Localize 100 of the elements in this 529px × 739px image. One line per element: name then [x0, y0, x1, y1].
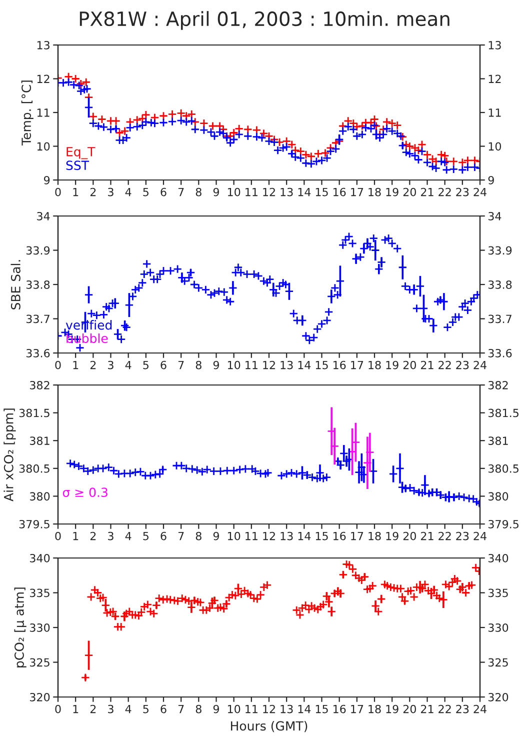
x-tick-label: 9 — [213, 532, 220, 540]
x-tick-label: 21 — [420, 704, 434, 714]
y-tick-label: 320 — [30, 692, 50, 702]
x-tick-label: 22 — [438, 532, 451, 540]
x-tick-label: 13 — [280, 532, 293, 540]
y2-tick-label: 381.5 — [488, 408, 518, 418]
series-label: Eq_T — [66, 147, 96, 160]
y-tick-label: 10 — [37, 142, 50, 151]
x-tick-label: 8 — [196, 188, 202, 196]
y2-tick-label: 33.9 — [488, 246, 512, 255]
x-tick-label: 9 — [213, 704, 220, 714]
x-tick-label: 2 — [90, 188, 96, 196]
x-tick-label: 11 — [246, 532, 258, 540]
x-tick-label: 22 — [438, 188, 451, 196]
x-tick-label: 4 — [125, 532, 132, 540]
y-tick-label: 33.9 — [26, 246, 50, 255]
x-tick-label: 21 — [420, 360, 434, 370]
x-tick-label: 1 — [73, 532, 78, 540]
y-tick-label: 381.5 — [19, 408, 50, 418]
x-tick-label: 2 — [90, 704, 96, 714]
x-tick-label: 24 — [474, 360, 486, 370]
x-tick-label: 6 — [160, 360, 166, 370]
x-tick-label: 22 — [438, 360, 451, 370]
x-tick-label: 18 — [368, 704, 381, 714]
x-tick-label: 3 — [108, 188, 114, 196]
x-tick-label: 20 — [403, 188, 416, 196]
x-tick-label: 10 — [228, 532, 240, 540]
x-tick-label: 18 — [368, 360, 381, 370]
y-axis-title: SBE Sal. — [10, 260, 20, 310]
y2-tick-label: 320 — [488, 692, 508, 702]
y2-tick-label: 330 — [488, 623, 508, 632]
x-tick-label: 19 — [386, 188, 398, 196]
y-axis-title: Air xCO₂ [ppm] — [4, 408, 16, 502]
y2-tick-label: 379.5 — [488, 520, 518, 528]
x-tick-label: 7 — [178, 532, 184, 540]
y-axis-title: pCO₂ [μ atm] — [14, 588, 26, 668]
x-tick-label: 5 — [143, 704, 148, 714]
y-tick-label: 33.6 — [26, 348, 50, 358]
chart-title: PX81W : April 01, 2003 : 10min. mean — [80, 11, 450, 30]
y-tick-label: 11 — [37, 108, 50, 117]
x-tick-label: 0 — [55, 188, 61, 196]
x-tick-label: 6 — [160, 532, 166, 540]
x-tick-label: 14 — [298, 360, 311, 370]
x-tick-label: 17 — [351, 704, 364, 714]
y-tick-label: 33.7 — [26, 314, 50, 324]
y-tick-label: 330 — [30, 623, 50, 632]
x-tick-label: 17 — [351, 188, 364, 196]
x-tick-label: 15 — [316, 704, 328, 714]
y2-tick-label: 10 — [488, 142, 502, 151]
x-tick-label: 23 — [456, 532, 469, 540]
x-tick-label: 4 — [125, 360, 132, 370]
y2-tick-label: 33.7 — [488, 314, 512, 324]
y-tick-label: 34 — [37, 212, 50, 220]
text: SST — [66, 160, 90, 170]
x-tick-label: 1 — [73, 360, 78, 370]
x-tick-label: 18 — [368, 532, 381, 540]
y2-tick-label: 340 — [488, 554, 508, 562]
y-tick-label: 380 — [30, 492, 50, 501]
x-axis-title: Hours (GMT) — [231, 720, 308, 732]
y-axis-title: Temp. [°C] — [21, 80, 34, 146]
x-tick-label: 13 — [280, 360, 293, 370]
x-tick-label: 17 — [351, 532, 364, 540]
x-tick-label: 24 — [474, 704, 486, 714]
x-tick-label: 17 — [351, 360, 364, 370]
y-tick-label: 340 — [30, 554, 50, 562]
x-tick-label: 8 — [196, 532, 202, 540]
x-tick-label: 10 — [228, 704, 240, 714]
x-tick-label: 23 — [456, 704, 469, 714]
x-tick-label: 9 — [213, 360, 220, 370]
x-tick-label: 4 — [125, 704, 132, 714]
y-tick-label: 9 — [44, 176, 50, 184]
x-tick-label: 20 — [403, 532, 416, 540]
x-tick-label: 11 — [246, 360, 258, 370]
x-tick-label: 24 — [474, 532, 486, 540]
y2-tick-label: 33.8 — [488, 280, 512, 289]
y2-tick-label: 380 — [488, 492, 508, 501]
x-tick-label: 12 — [263, 188, 275, 196]
y2-tick-label: 12 — [488, 74, 501, 83]
x-tick-label: 16 — [333, 188, 346, 196]
annotation: σ ≥ 0.3 — [62, 488, 108, 498]
x-tick-label: 0 — [55, 360, 61, 370]
y-tick-label: 380.5 — [19, 464, 50, 473]
y-tick-label: 12 — [37, 74, 50, 83]
x-tick-label: 11 — [246, 704, 258, 714]
x-tick-label: 12 — [263, 360, 275, 370]
x-tick-label: 8 — [196, 704, 202, 714]
y-tick-label: 382 — [30, 380, 50, 390]
x-tick-label: 19 — [386, 360, 398, 370]
x-tick-label: 16 — [333, 704, 346, 714]
x-tick-label: 16 — [333, 360, 346, 370]
y-tick-label: 381 — [30, 436, 50, 445]
y-tick-label: 335 — [30, 588, 50, 598]
x-tick-label: 19 — [386, 532, 398, 540]
x-tick-label: 7 — [178, 188, 184, 196]
x-tick-label: 15 — [316, 188, 328, 196]
x-tick-label: 18 — [368, 188, 381, 196]
x-tick-label: 14 — [298, 704, 311, 714]
x-tick-label: 5 — [143, 188, 148, 196]
y-tick-label: 325 — [30, 658, 50, 667]
x-tick-label: 3 — [108, 704, 114, 714]
